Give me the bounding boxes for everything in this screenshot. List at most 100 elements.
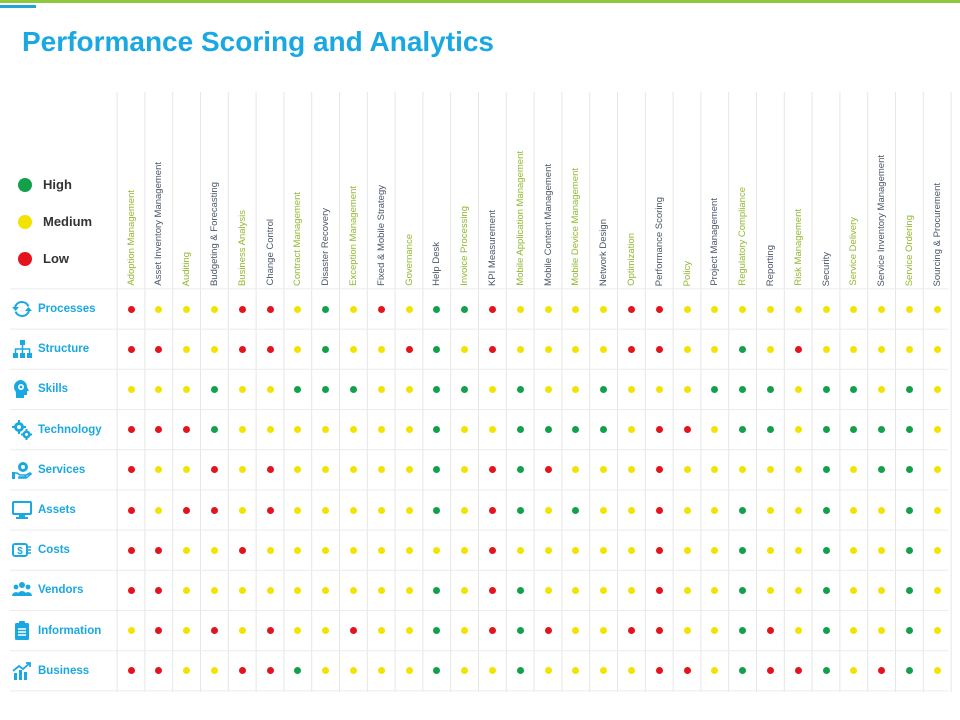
medium-rating-dot: [377, 426, 385, 434]
high-rating-dot: [739, 667, 747, 675]
column-header: Service Inventory Management: [875, 96, 889, 286]
high-rating-dot: [433, 586, 441, 594]
medium-rating-dot: [349, 546, 357, 554]
low-dot-icon: [18, 251, 32, 266]
medium-rating-dot: [711, 627, 719, 635]
medium-rating-dot: [405, 385, 413, 393]
medium-rating-dot: [349, 506, 357, 514]
medium-rating-dot: [683, 506, 691, 514]
medium-rating-dot: [683, 305, 691, 313]
medium-rating-dot: [572, 627, 580, 635]
low-rating-dot: [238, 305, 246, 313]
high-rating-dot: [739, 627, 747, 635]
low-rating-dot: [238, 546, 246, 554]
medium-rating-dot: [461, 627, 469, 635]
column-header-label: Asset Inventory Management: [153, 162, 165, 286]
low-rating-dot: [377, 305, 385, 313]
medium-rating-dot: [349, 426, 357, 434]
medium-rating-dot: [183, 466, 191, 474]
row-label-skills: Skills: [12, 369, 68, 409]
medium-rating-dot: [572, 586, 580, 594]
row-label-text: Skills: [38, 383, 69, 396]
column-header: Disaster Recovery: [319, 96, 333, 286]
column-header-label: Mobile Application Management: [514, 151, 526, 286]
medium-rating-dot: [933, 385, 941, 393]
row-label-text: Business: [38, 664, 90, 677]
column-header: Budgeting & Forecasting: [207, 96, 221, 286]
medium-rating-dot: [155, 466, 163, 474]
column-header-label: Fixed & Mobile Strategy: [375, 185, 387, 286]
high-rating-dot: [516, 385, 524, 393]
medium-rating-dot: [627, 546, 635, 554]
medium-rating-dot: [377, 385, 385, 393]
column-header-label: Business Analysis: [236, 209, 248, 286]
row-label-text: Assets: [38, 504, 76, 516]
medium-rating-dot: [822, 345, 830, 353]
medium-rating-dot: [627, 506, 635, 514]
column-header: Fixed & Mobile Strategy: [374, 96, 388, 286]
medium-rating-dot: [683, 466, 691, 474]
medium-rating-dot: [933, 345, 941, 353]
row-label-processes: Processes: [12, 289, 96, 329]
high-rating-dot: [461, 385, 469, 393]
high-rating-dot: [850, 426, 858, 434]
medium-rating-dot: [572, 546, 580, 554]
medium-rating-dot: [377, 466, 385, 474]
medium-rating-dot: [933, 305, 941, 313]
medium-rating-dot: [238, 506, 246, 514]
high-rating-dot: [739, 385, 747, 393]
legend-label: Medium: [43, 214, 93, 229]
row-label-text: Vendors: [38, 584, 84, 597]
medium-rating-dot: [572, 466, 580, 474]
high-rating-dot: [516, 426, 524, 434]
medium-rating-dot: [794, 506, 802, 514]
column-header-label: Policy: [681, 260, 693, 286]
medium-rating-dot: [766, 546, 774, 554]
medium-rating-dot: [544, 305, 552, 313]
low-rating-dot: [266, 466, 274, 474]
column-header: Contract Management: [291, 96, 305, 286]
high-rating-dot: [600, 426, 608, 434]
low-rating-dot: [627, 345, 635, 353]
medium-rating-dot: [461, 426, 469, 434]
row-label-text: Processes: [38, 303, 96, 315]
medium-rating-dot: [600, 627, 608, 635]
medium-rating-dot: [850, 667, 858, 675]
medium-dot-icon: [18, 214, 32, 229]
low-rating-dot: [266, 345, 274, 353]
medium-rating-dot: [405, 627, 413, 635]
low-rating-dot: [488, 345, 496, 353]
low-rating-dot: [238, 345, 246, 353]
row-label-services: Services: [12, 450, 85, 490]
low-rating-dot: [127, 546, 135, 554]
medium-rating-dot: [711, 667, 719, 675]
column-header-label: Mobile Content Management: [542, 164, 554, 286]
column-header: Sourcing & Procurement: [930, 96, 944, 287]
medium-rating-dot: [461, 667, 469, 675]
medium-rating-dot: [711, 426, 719, 434]
people-icon: [12, 580, 32, 600]
low-rating-dot: [127, 667, 135, 675]
high-rating-dot: [822, 426, 830, 434]
column-header-label: Governance: [403, 234, 415, 286]
medium-rating-dot: [516, 546, 524, 554]
medium-rating-dot: [377, 667, 385, 675]
row-label-text: Structure: [38, 343, 90, 356]
medium-rating-dot: [850, 627, 858, 635]
medium-rating-dot: [210, 667, 218, 675]
medium-rating-dot: [433, 546, 441, 554]
medium-rating-dot: [405, 426, 413, 434]
low-rating-dot: [127, 345, 135, 353]
medium-rating-dot: [850, 466, 858, 474]
column-header: KPI Measurement: [485, 96, 499, 286]
medium-rating-dot: [711, 345, 719, 353]
low-rating-dot: [155, 546, 163, 554]
column-header: Reporting: [763, 96, 777, 286]
column-header: Project Management: [708, 96, 722, 286]
medium-rating-dot: [544, 667, 552, 675]
high-rating-dot: [822, 546, 830, 554]
high-rating-dot: [600, 385, 608, 393]
low-rating-dot: [155, 345, 163, 353]
medium-rating-dot: [238, 627, 246, 635]
